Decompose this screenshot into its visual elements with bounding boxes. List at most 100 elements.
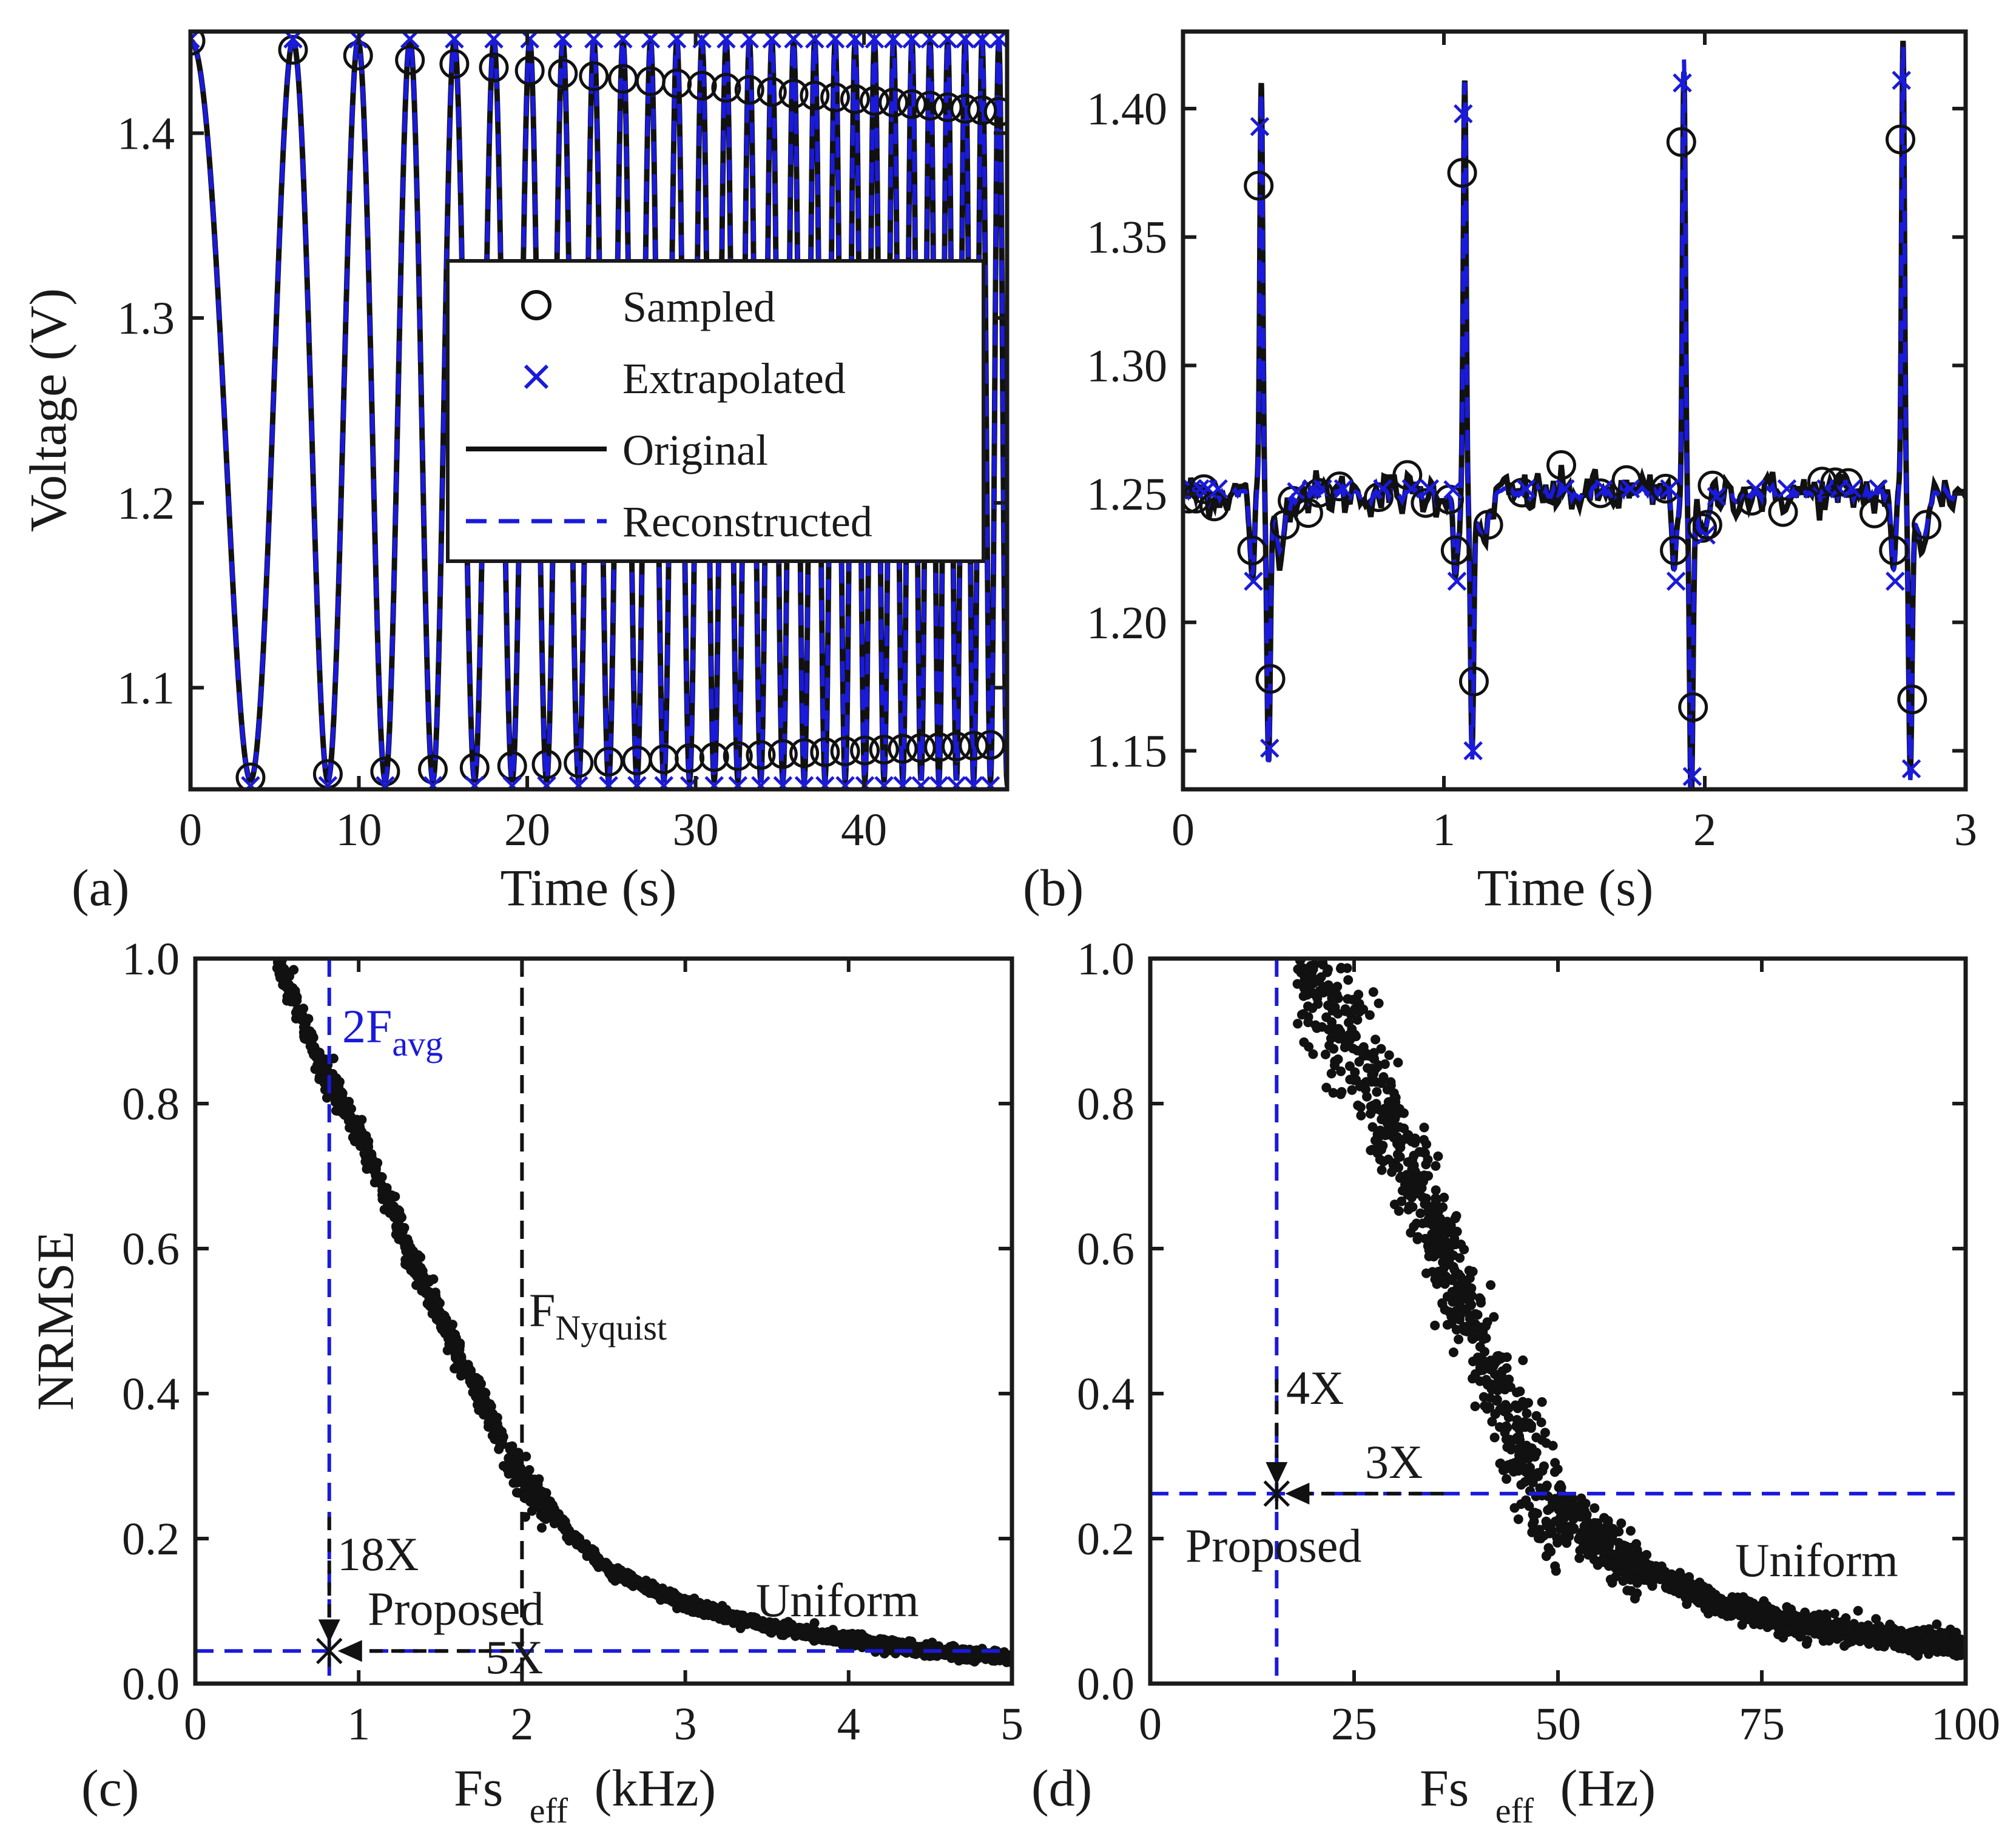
uniform-point (817, 1627, 828, 1637)
uniform-point (1449, 1264, 1460, 1275)
uniform-point (298, 1003, 309, 1014)
x-tick-label: 75 (1739, 1699, 1785, 1750)
uniform-point (1433, 1151, 1443, 1161)
extrapolated-x (1660, 479, 1679, 499)
d-uniform-label: Uniform (1735, 1534, 1898, 1587)
uniform-point (749, 1617, 759, 1627)
uniform-point (1465, 1273, 1475, 1283)
uniform-point (1324, 1024, 1335, 1034)
uniform-point (1415, 1208, 1426, 1218)
uniform-point (1296, 968, 1306, 978)
uniform-point (1367, 1070, 1377, 1080)
uniform-point (1336, 963, 1346, 973)
uniform-point (809, 1618, 820, 1628)
uniform-point (1458, 1287, 1469, 1297)
uniform-point (406, 1255, 417, 1266)
uniform-point (1853, 1606, 1863, 1616)
uniform-point (1335, 1027, 1346, 1037)
uniform-point (1664, 1583, 1674, 1594)
uniform-point (1604, 1540, 1614, 1551)
extrapolated-x (1682, 767, 1702, 786)
uniform-point (310, 1064, 320, 1074)
uniform-point (1839, 1641, 1850, 1651)
uniform-point (494, 1444, 504, 1454)
sampled-circle (1324, 471, 1355, 502)
uniform-point (796, 1623, 806, 1633)
uniform-point (1435, 1222, 1445, 1233)
uniform-point (1829, 1608, 1839, 1619)
panel-label-d: (d) (1031, 1759, 1092, 1817)
uniform-point (1417, 1183, 1427, 1193)
x-tick-label: 2 (1693, 804, 1716, 855)
b-xlabel: Time (s) (1477, 858, 1654, 917)
uniform-point (1325, 987, 1335, 997)
uniform-point (1590, 1531, 1600, 1541)
uniform-point (524, 1465, 534, 1475)
sampled-circle (1473, 510, 1503, 540)
uniform-point (1441, 1243, 1451, 1253)
uniform-point (392, 1226, 402, 1236)
uniform-point (1516, 1480, 1526, 1490)
uniform-point (1307, 1003, 1318, 1013)
sampled-circle (687, 70, 717, 101)
sampled-circle (840, 84, 870, 114)
uniform-point (1521, 1495, 1531, 1505)
a-markers (190, 32, 1007, 789)
extrapolated-x (1666, 572, 1686, 591)
c-uniform-label: Uniform (756, 1574, 919, 1627)
extrapolated-x (1886, 572, 1905, 591)
sampled-circle (1507, 477, 1537, 508)
sampled-circle (1447, 158, 1477, 188)
uniform-point (1489, 1369, 1500, 1380)
uniform-point (1352, 1045, 1363, 1056)
extrapolated-x (537, 776, 556, 789)
sampled-circle (1660, 535, 1690, 565)
uniform-point (545, 1497, 555, 1507)
uniform-point (1433, 1267, 1443, 1276)
uniform-point (1482, 1404, 1492, 1414)
y-tick-label: 1.4 (117, 109, 175, 160)
sampled-circle (1458, 666, 1489, 696)
uniform-point (1350, 1030, 1360, 1040)
x-tick-label: 50 (1535, 1699, 1581, 1750)
uniform-point (1518, 1400, 1528, 1411)
uniform-point (406, 1265, 416, 1275)
uniform-point (1539, 1483, 1549, 1494)
y-tick-label: 0.8 (1077, 1079, 1134, 1130)
sampled-circle (767, 739, 798, 769)
uniform-point (1370, 1034, 1381, 1045)
uniform-point (1368, 987, 1378, 997)
uniform-point (416, 1252, 426, 1263)
uniform-point (1682, 1599, 1692, 1609)
uniform-point (363, 1136, 374, 1147)
uniform-point (617, 1572, 627, 1582)
uniform-point (1516, 1457, 1526, 1467)
sampled-circle (976, 730, 1006, 760)
sampled-circle (950, 93, 980, 124)
uniform-point (301, 1018, 311, 1028)
uniform-point (328, 1053, 339, 1064)
uniform-point (1352, 1015, 1363, 1025)
y-tick-label: 1.1 (117, 663, 175, 713)
uniform-point (278, 963, 288, 973)
uniform-point (1595, 1556, 1605, 1566)
uniform-point (1467, 1290, 1477, 1301)
x-tick-label: 1 (347, 1699, 370, 1750)
extrapolated-x (1746, 479, 1765, 499)
uniform-point (922, 1639, 932, 1649)
c-proposed-label: Proposed (368, 1582, 544, 1635)
uniform-point (282, 996, 292, 1006)
uniform-point (1421, 1139, 1432, 1149)
a-legend: Sampled Extrapolated Original Reconstruc… (446, 259, 985, 563)
uniform-point (304, 1035, 314, 1045)
c-frame (193, 956, 1014, 1686)
uniform-point (1390, 1107, 1400, 1118)
uniform-point (1605, 1574, 1616, 1585)
extrapolated-x (1443, 480, 1463, 500)
extrapolated-x (1333, 479, 1354, 499)
uniform-point (1328, 1088, 1338, 1098)
a-frame (188, 29, 1010, 792)
uniform-point (1417, 1147, 1427, 1157)
uniform-point (1551, 1566, 1561, 1576)
uniform-point (1912, 1625, 1922, 1636)
